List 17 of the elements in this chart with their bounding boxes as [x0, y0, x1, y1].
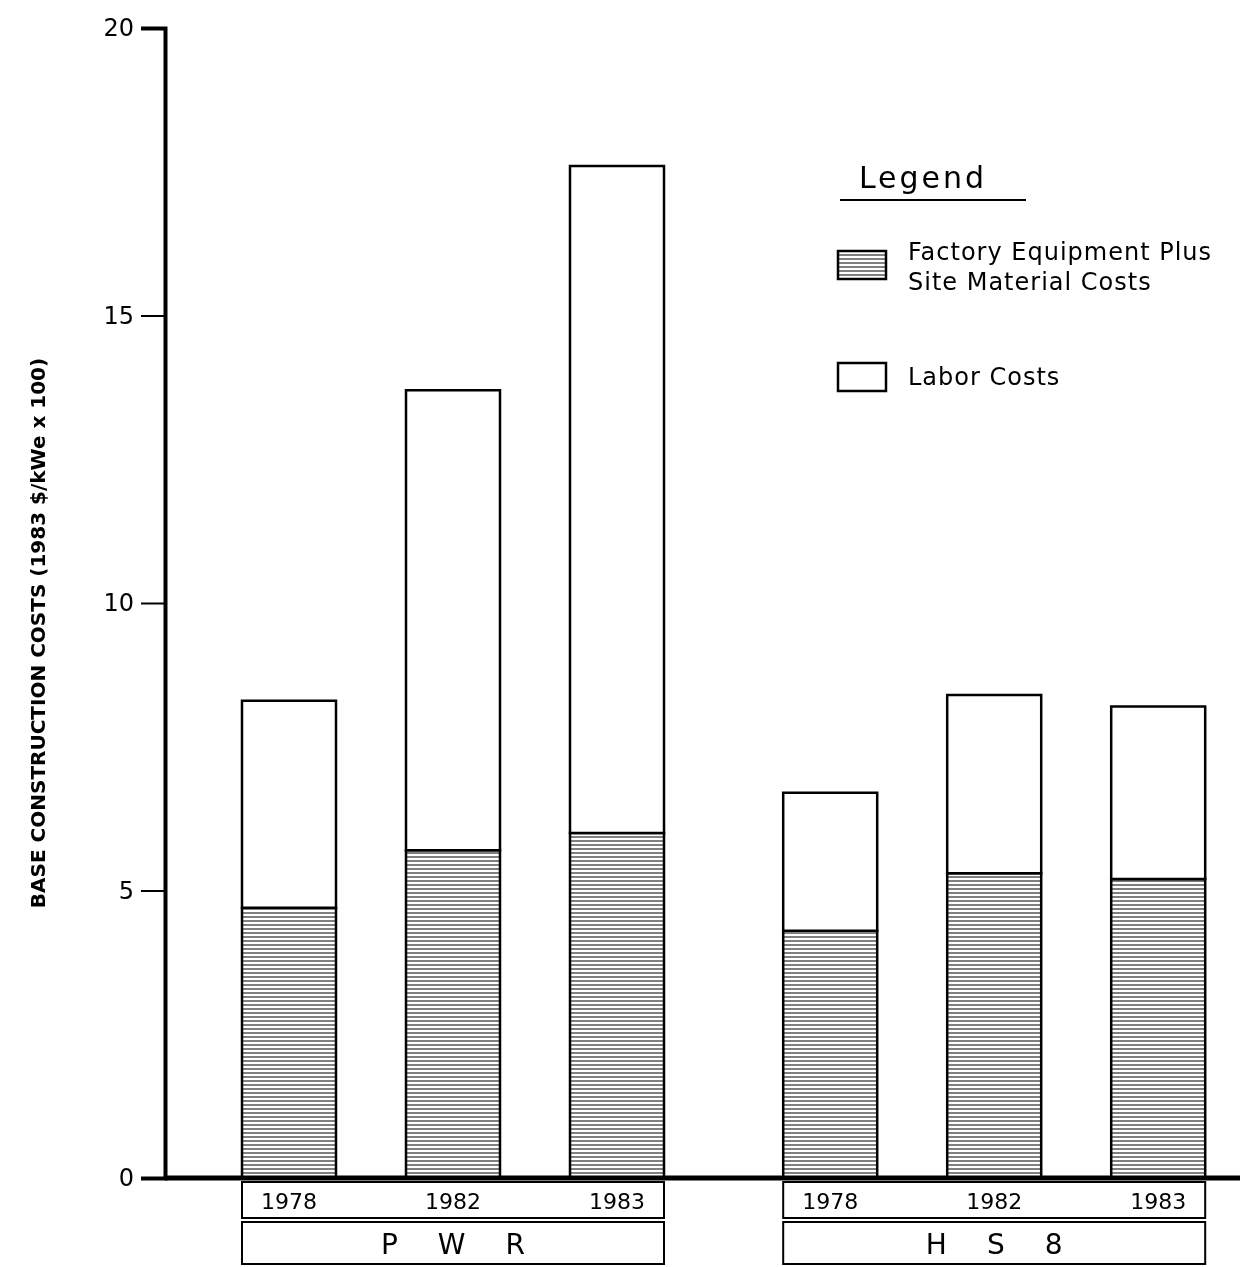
y-tick-label: 5: [118, 876, 134, 905]
legend-label: Labor Costs: [908, 363, 1061, 391]
legend-label: Factory Equipment Plus Site Material Costs: [908, 238, 1213, 296]
x-tick-label: 1982: [966, 1189, 1023, 1214]
y-tick-label: 0: [118, 1164, 134, 1193]
y-tick-label: 20: [103, 14, 134, 43]
y-axis-title: BASE CONSTRUCTION COSTS (1983 $/kWe x 100): [26, 357, 50, 909]
x-tick-label: 1982: [425, 1189, 481, 1214]
y-tick-label: 10: [103, 589, 134, 618]
x-tick-label: 1983: [589, 1189, 645, 1214]
x-tick-label: 1983: [1130, 1189, 1187, 1214]
text: PWR: [380, 1228, 566, 1261]
x-tick-label: 1978: [261, 1189, 317, 1214]
y-tick-label: 15: [103, 301, 134, 330]
text: HS8: [925, 1228, 1103, 1261]
x-tick-label: 1978: [802, 1189, 859, 1214]
legend-title: Legend: [858, 160, 988, 195]
